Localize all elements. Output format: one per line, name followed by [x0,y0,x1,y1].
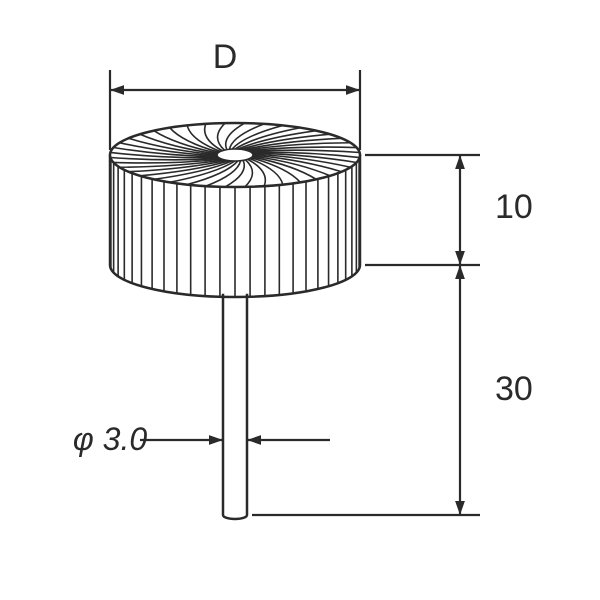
dimension-label-width: D [213,38,238,76]
dimension-label-flap-height: 10 [495,188,533,226]
dimension-label-shaft-length: 30 [495,370,533,408]
dimension-label-shaft-diameter: φ 3.0 [73,421,147,457]
shaft [223,294,247,519]
flap-wheel [110,123,360,297]
